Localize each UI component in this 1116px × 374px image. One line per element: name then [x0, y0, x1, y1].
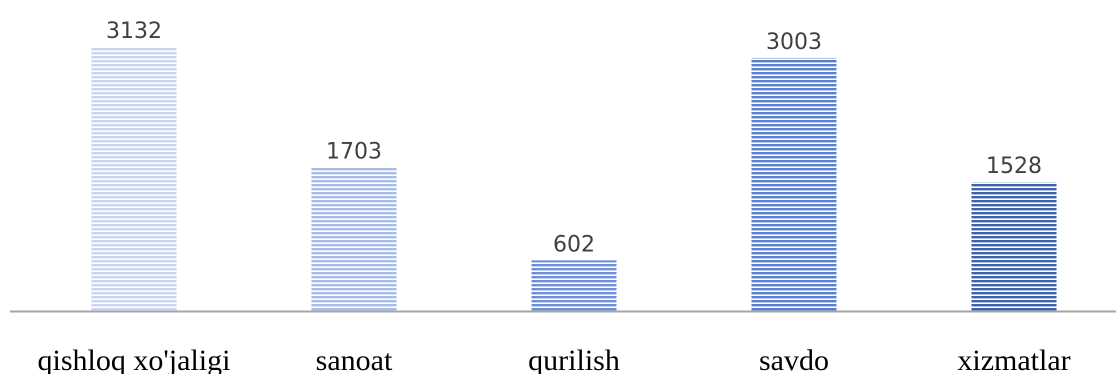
category-label-2: qurilish [528, 344, 620, 374]
value-label-0: 3132 [106, 19, 162, 44]
bar-4 [971, 182, 1057, 311]
bar-2 [531, 260, 617, 311]
value-label-3: 3003 [766, 30, 822, 55]
bar-1 [311, 167, 397, 311]
value-label-1: 1703 [326, 140, 382, 165]
bars-layer [91, 47, 1057, 312]
category-label-0: qishloq xo'jaligi [38, 344, 231, 374]
bar-3 [751, 57, 837, 312]
category-label-4: xizmatlar [957, 344, 1070, 374]
category-labels-layer: qishloq xo'jaligi sanoat qurilish savdo xizm… [38, 344, 1071, 374]
value-labels-layer: 3132 1703 602 3003 1528 [106, 19, 1042, 257]
category-label-1: sanoat [316, 344, 393, 374]
value-label-4: 1528 [986, 154, 1042, 179]
value-label-2: 602 [553, 232, 595, 257]
category-label-3: savdo [759, 344, 829, 374]
bar-0 [91, 47, 177, 311]
